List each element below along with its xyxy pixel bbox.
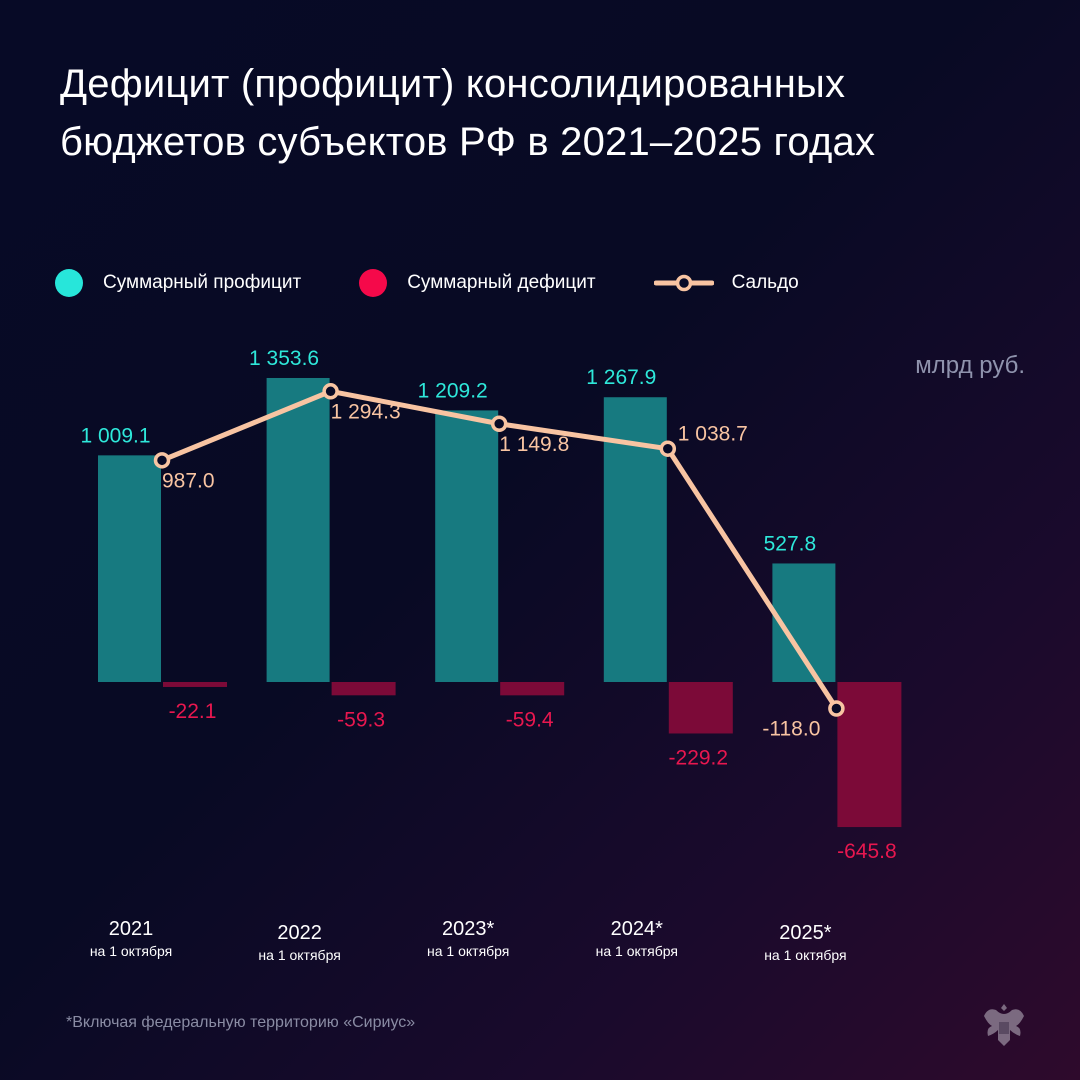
saldo-label: 1 038.7 bbox=[678, 423, 748, 446]
deficit-label: -59.4 bbox=[506, 708, 554, 731]
legend-label: Суммарный дефицит bbox=[407, 272, 596, 293]
profit-bar bbox=[435, 410, 499, 682]
category-sublabel: на 1 октября bbox=[764, 947, 847, 963]
unit-label: млрд руб. bbox=[915, 352, 1025, 379]
profit-label: 1 009.1 bbox=[80, 424, 150, 447]
profit-label: 1 209.2 bbox=[418, 379, 488, 402]
profit-bar bbox=[98, 455, 161, 682]
category-year: 2025* bbox=[779, 922, 832, 944]
deficit-bar bbox=[163, 682, 227, 687]
legend-item-deficit: Суммарный дефицит bbox=[359, 269, 596, 297]
deficit-label: -645.8 bbox=[837, 840, 897, 863]
category-label: 2021 на 1 октября bbox=[51, 918, 211, 959]
saldo-label: 1 294.3 bbox=[331, 400, 401, 423]
deficit-bar bbox=[331, 682, 396, 696]
deficit-bar bbox=[837, 682, 902, 828]
emblem-icon bbox=[984, 1004, 1024, 1046]
category-year: 2022 bbox=[277, 922, 322, 944]
saldo-label: 987.0 bbox=[162, 469, 215, 492]
saldo-point bbox=[490, 415, 508, 433]
category-sublabel: на 1 октября bbox=[427, 943, 510, 959]
category-label: 2025* на 1 октября bbox=[725, 922, 885, 963]
category-label: 2022 на 1 октября bbox=[220, 922, 380, 963]
legend-label: Сальдо bbox=[731, 272, 799, 293]
deficit-label: -229.2 bbox=[669, 746, 729, 769]
profit-label: 1 267.9 bbox=[586, 366, 656, 389]
category-label: 2024* на 1 октября bbox=[557, 918, 717, 959]
saldo-point bbox=[153, 452, 171, 469]
saldo-line-icon bbox=[653, 274, 714, 292]
category-sublabel: на 1 октября bbox=[258, 947, 341, 963]
deficit-label: -22.1 bbox=[169, 700, 217, 723]
legend-item-saldo: Сальдо bbox=[653, 272, 799, 294]
profit-label: 527.8 bbox=[764, 532, 817, 555]
deficit-dot-icon bbox=[359, 269, 388, 297]
saldo-point bbox=[828, 700, 845, 717]
category-sublabel: на 1 октября bbox=[595, 943, 678, 959]
profit-label: 1 353.6 bbox=[249, 347, 319, 370]
profit-dot-icon bbox=[55, 269, 83, 297]
deficit-bar bbox=[500, 682, 565, 696]
deficit-bar bbox=[668, 682, 733, 734]
category-year: 2023* bbox=[442, 918, 495, 940]
saldo-label: 1 149.8 bbox=[499, 433, 569, 456]
legend-item-profit: Суммарный профицит bbox=[55, 269, 301, 297]
page-title: Дефицит (профицит) консолидированных бюд… bbox=[60, 62, 876, 164]
footnote: *Включая федеральную территорию «Сириус» bbox=[66, 1014, 416, 1031]
profit-bar bbox=[266, 377, 330, 682]
category-year: 2024* bbox=[610, 918, 663, 940]
legend: Суммарный профицит Суммарный дефицит Сал… bbox=[55, 268, 847, 298]
category-sublabel: на 1 октября bbox=[89, 943, 173, 959]
saldo-label: -118.0 bbox=[762, 718, 820, 741]
deficit-label: -59.3 bbox=[337, 708, 385, 731]
legend-label: Суммарный профицит bbox=[103, 272, 302, 293]
saldo-point bbox=[659, 440, 677, 457]
category-year: 2021 bbox=[108, 918, 154, 940]
saldo-point bbox=[322, 383, 339, 400]
category-label: 2023* на 1 октября bbox=[388, 918, 548, 959]
